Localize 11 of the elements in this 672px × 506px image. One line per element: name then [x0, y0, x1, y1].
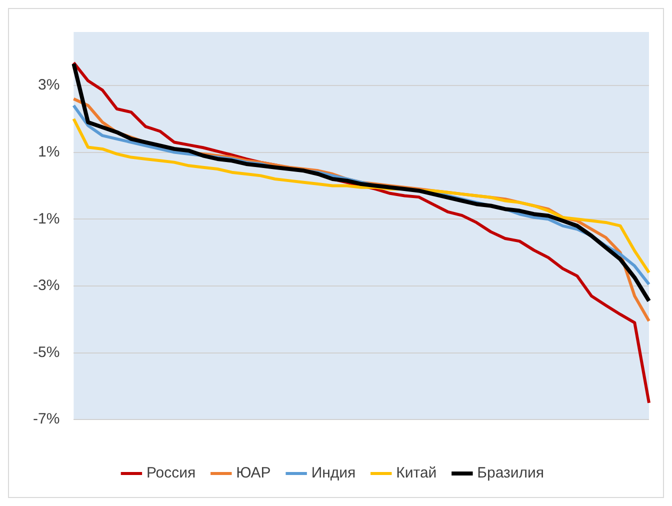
legend-label: Индия: [311, 464, 356, 482]
legend-label: Бразилия: [477, 464, 544, 482]
legend-label: Китай: [396, 464, 437, 482]
y-tick-label: -1%: [32, 210, 60, 228]
y-tick-label: -3%: [32, 277, 60, 294]
legend-label: Россия: [146, 464, 196, 482]
y-tick-label: -7%: [32, 410, 60, 428]
y-tick-label: -5%: [32, 344, 60, 361]
legend-label: ЮАР: [236, 464, 271, 482]
y-tick-label: 1%: [38, 143, 60, 160]
y-tick-label: 3%: [38, 76, 60, 94]
